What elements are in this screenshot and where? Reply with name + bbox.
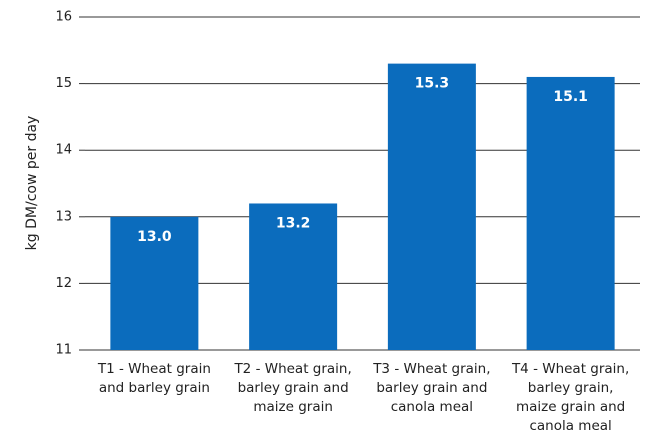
- x-tick-label: T2 - Wheat grain, barley grain and maize…: [234, 361, 352, 415]
- y-tick-label: 16: [55, 10, 72, 25]
- x-tick-label: T1 - Wheat grain and barley grain: [97, 361, 211, 396]
- data-label: 15.1: [553, 89, 588, 105]
- x-tick-label: T3 - Wheat grain, barley grain and canol…: [373, 361, 491, 415]
- data-label: 13.2: [276, 215, 311, 231]
- y-tick-label: 12: [55, 276, 72, 291]
- bar: [387, 63, 476, 351]
- y-tick-label: 13: [55, 209, 72, 224]
- data-label: 13.0: [137, 229, 172, 245]
- bar: [249, 203, 338, 350]
- x-tick-label: T4 - Wheat grain, barley grain, maize gr…: [511, 361, 630, 434]
- y-tick-label: 15: [55, 76, 72, 91]
- bar: [526, 76, 615, 350]
- y-tick-label: 11: [55, 343, 72, 358]
- data-label: 15.3: [415, 76, 450, 92]
- bar: [110, 216, 199, 350]
- y-tick-label: 14: [55, 143, 72, 158]
- y-axis-label: kg DM/cow per day: [24, 116, 40, 251]
